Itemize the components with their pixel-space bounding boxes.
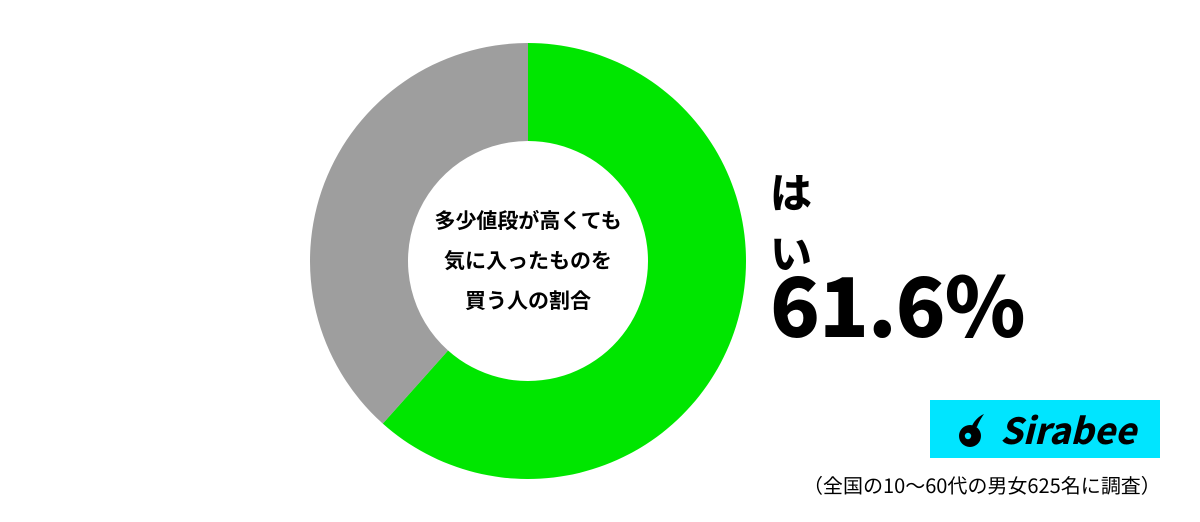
center-line-3: 買う人の割合: [434, 281, 621, 321]
chart-center-text: 多少値段が高くても 気に入ったものを 買う人の割合: [408, 141, 648, 381]
center-line-1: 多少値段が高くても: [434, 201, 621, 241]
sirabee-logo: Sirabee: [930, 400, 1160, 458]
sirabee-glyph-icon: [954, 409, 994, 449]
center-line-2: 気に入ったものを: [434, 241, 621, 281]
canvas: 多少値段が高くても 気に入ったものを 買う人の割合 はい 61.6% Sirab…: [0, 0, 1200, 522]
survey-note: （全国の10〜60代の男女625名に調査）: [803, 470, 1161, 499]
yes-percent: 61.6%: [770, 242, 1024, 361]
sirabee-wordmark: Sirabee: [1000, 403, 1136, 455]
